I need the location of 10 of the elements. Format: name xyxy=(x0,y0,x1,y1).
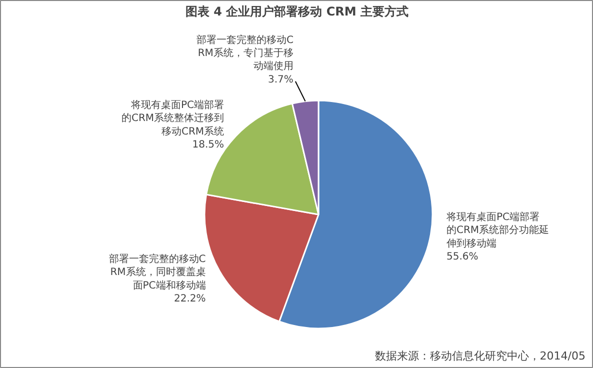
data-label: 18.5% xyxy=(192,140,224,151)
slice-label: 将现有桌面PC端部署的CRM系统整体迁移到移动CRM系统 xyxy=(121,98,224,138)
slice-label: 将现有桌面PC端部署的CRM系统部分功能延伸到移动端 xyxy=(445,210,550,250)
slice-label: 部署一套完整的移动CRM系统，同时覆盖桌面PC端和移动端 xyxy=(108,252,206,292)
chart-title: 图表 4 企业用户部署移动 CRM 主要方式 xyxy=(185,4,409,18)
data-label: 22.2% xyxy=(174,294,206,305)
source-note: 数据来源：移动信息化研究中心，2014/05 xyxy=(374,350,586,362)
data-label: 55.6% xyxy=(446,252,478,263)
data-label: 3.7% xyxy=(268,74,294,86)
slice-label: 部署一套完整的移动CRM系统，专门基于移动端使用 xyxy=(196,34,294,72)
